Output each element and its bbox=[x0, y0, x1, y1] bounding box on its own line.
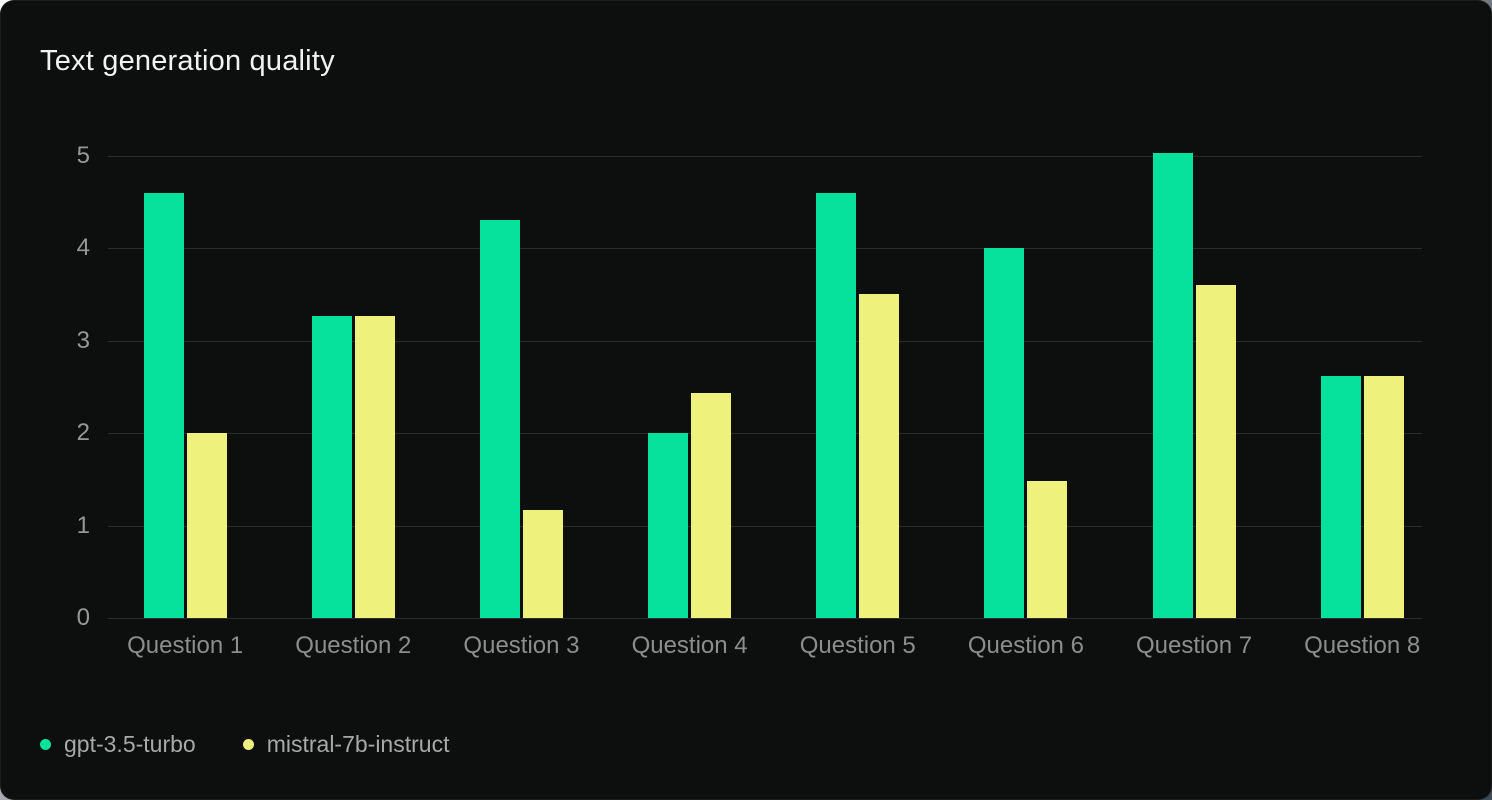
gridline-y-3 bbox=[108, 340, 1422, 342]
bar-mistral-7b-instruct-question-6[interactable] bbox=[1027, 481, 1068, 618]
legend-item-gpt-3-5-turbo[interactable]: gpt-3.5-turbo bbox=[40, 731, 196, 758]
x-tick-label-question-6: Question 6 bbox=[967, 632, 1084, 659]
bar-mistral-7b-instruct-question-3[interactable] bbox=[522, 509, 563, 618]
bar-gpt-3.5-turbo-question-5[interactable] bbox=[816, 192, 857, 618]
legend-label: gpt-3.5-turbo bbox=[64, 731, 196, 757]
bar-gpt-3.5-turbo-question-7[interactable] bbox=[1152, 152, 1193, 618]
chart-title: Text generation quality bbox=[40, 45, 335, 77]
bar-gpt-3.5-turbo-question-6[interactable] bbox=[984, 248, 1025, 618]
bar-gpt-3.5-turbo-question-2[interactable] bbox=[311, 315, 352, 618]
x-tick-label-question-2: Question 2 bbox=[295, 632, 412, 659]
bar-mistral-7b-instruct-question-1[interactable] bbox=[186, 433, 227, 618]
x-tick-label-question-7: Question 7 bbox=[1135, 632, 1253, 659]
bar-gpt-3.5-turbo-question-8[interactable] bbox=[1320, 375, 1361, 618]
bar-mistral-7b-instruct-question-7[interactable] bbox=[1195, 285, 1236, 618]
chart-legend: gpt-3.5-turbo mistral-7b-instruct bbox=[40, 731, 496, 758]
bar-gpt-3.5-turbo-question-1[interactable] bbox=[143, 192, 184, 618]
gridline-y-0 bbox=[108, 618, 1422, 619]
legend-label: mistral-7b-instruct bbox=[266, 731, 450, 757]
bar-gpt-3.5-turbo-question-3[interactable] bbox=[479, 220, 520, 618]
y-tick-label: 0 bbox=[76, 604, 90, 631]
gridline-y-1 bbox=[108, 525, 1422, 527]
gridline-y-4 bbox=[108, 248, 1422, 249]
gridline-y-2 bbox=[108, 433, 1422, 434]
legend-dot-green-icon bbox=[40, 739, 51, 750]
y-tick-label: 1 bbox=[76, 511, 90, 539]
x-tick-label-question-3: Question 3 bbox=[463, 632, 580, 659]
y-tick-label: 5 bbox=[76, 141, 90, 169]
gridline-y-5 bbox=[108, 155, 1422, 157]
x-tick-label-question-1: Question 1 bbox=[127, 632, 244, 659]
y-tick-label: 4 bbox=[76, 234, 90, 261]
y-tick-label: 3 bbox=[76, 326, 90, 354]
y-tick-label: 2 bbox=[76, 419, 90, 446]
bar-mistral-7b-instruct-question-4[interactable] bbox=[691, 393, 732, 618]
x-tick-label-question-5: Question 5 bbox=[799, 632, 916, 659]
bar-mistral-7b-instruct-question-8[interactable] bbox=[1363, 375, 1404, 618]
x-tick-label-question-8: Question 8 bbox=[1304, 632, 1421, 659]
legend-dot-yellow-icon bbox=[242, 739, 254, 750]
bar-mistral-7b-instruct-question-5[interactable] bbox=[859, 294, 900, 618]
x-tick-label-question-4: Question 4 bbox=[631, 632, 748, 659]
bar-gpt-3.5-turbo-question-4[interactable] bbox=[648, 433, 689, 618]
legend-item-mistral-7b-instruct[interactable]: mistral-7b-instruct bbox=[242, 731, 450, 758]
bar-mistral-7b-instruct-question-2[interactable] bbox=[354, 315, 395, 618]
